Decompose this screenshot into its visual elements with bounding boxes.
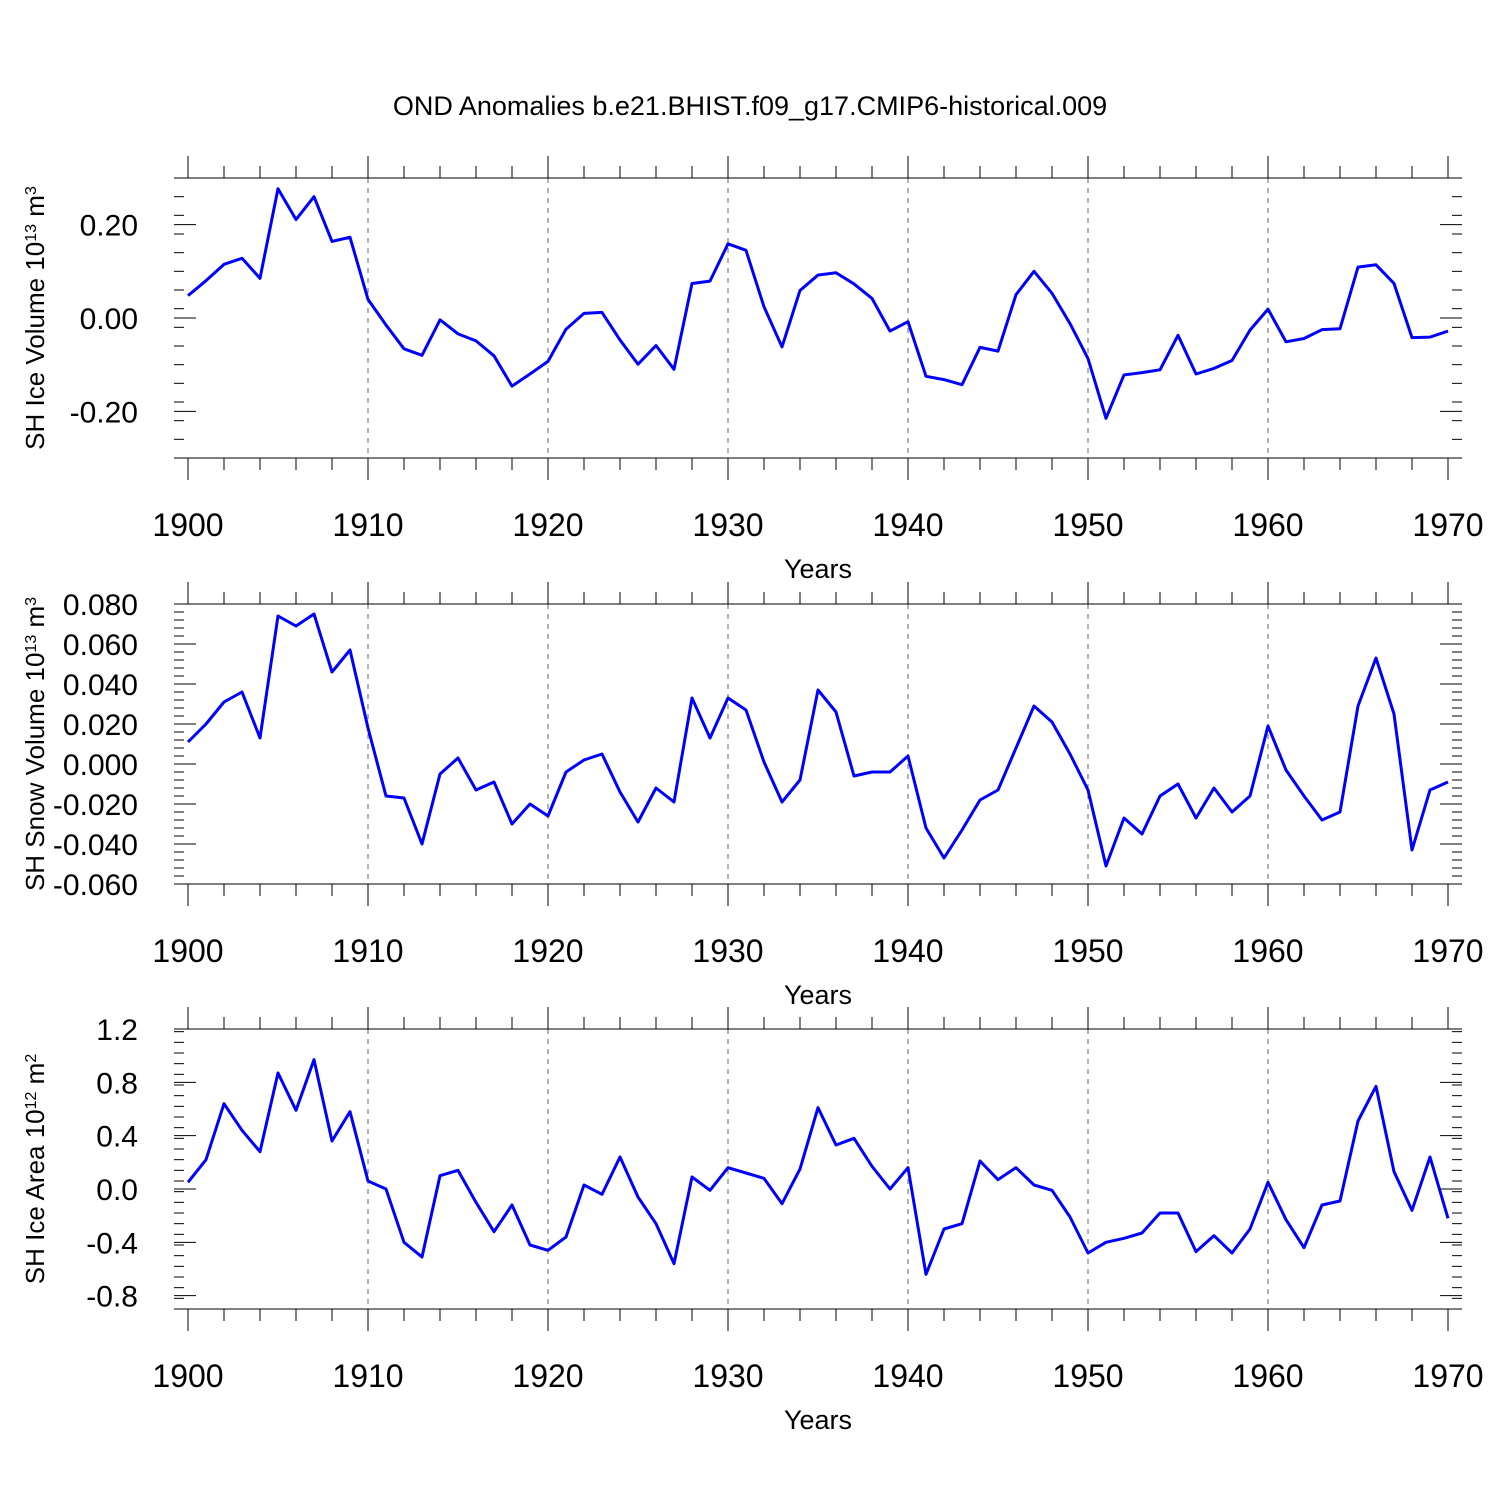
- y-axis-title-exponent: 12: [23, 1091, 40, 1109]
- y-axis-title-unit: m: [20, 606, 50, 635]
- x-tick-label: 1970: [1412, 933, 1483, 969]
- y-tick-label: 0.060: [63, 629, 138, 662]
- y-tick-label: 0.080: [63, 589, 138, 622]
- x-tick-label: 1930: [692, 507, 763, 543]
- x-tick-label: 1900: [152, 933, 223, 969]
- y-tick-label: 0.8: [96, 1067, 138, 1100]
- y-tick-label: 0.020: [63, 709, 138, 742]
- x-tick-label: 1900: [152, 1358, 223, 1394]
- x-tick-label: 1950: [1052, 933, 1123, 969]
- panel-1: 1900 1910 1920 1930 1940 1950 1960 1970 -0.20 0.0…: [20, 156, 1484, 584]
- x-tick-label: 1920: [512, 933, 583, 969]
- x-axis-title: Years: [784, 1405, 852, 1435]
- y-tick-label: -0.8: [86, 1281, 138, 1314]
- y-tick-label: -0.060: [53, 869, 138, 902]
- y-axis-title-unit-exponent: 2: [23, 1054, 40, 1063]
- x-tick-label: 1910: [332, 507, 403, 543]
- x-tick-label: 1970: [1412, 507, 1483, 543]
- y-tick-label: -0.20: [70, 396, 138, 429]
- y-tick-label: -0.020: [53, 789, 138, 822]
- y-tick-label: 0.0: [96, 1174, 138, 1207]
- x-tick-label: 1930: [692, 933, 763, 969]
- x-tick-label: 1910: [332, 933, 403, 969]
- y-tick-label: -0.040: [53, 829, 138, 862]
- y-axis-title-unit-exponent: 3: [23, 597, 40, 606]
- x-tick-label: 1960: [1232, 933, 1303, 969]
- y-axis-title-exponent: 13: [23, 635, 40, 653]
- x-tick-label: 1920: [512, 1358, 583, 1394]
- y-tick-label: 0.4: [96, 1121, 138, 1154]
- x-axis-title: Years: [784, 980, 852, 1010]
- y-axis-title-unit-exponent: 3: [23, 186, 40, 195]
- panel-3: 1900 1910 1920 1930 1940 1950 1960 1970 -0.8 -0.4…: [20, 1007, 1484, 1435]
- panel-2: 1900 1910 1920 1930 1940 1950 1960 1970 -0.060 -0…: [20, 582, 1484, 1010]
- series-line: [186, 1058, 1450, 1276]
- figure-title: OND Anomalies b.e21.BHIST.f09_g17.CMIP6-…: [393, 91, 1107, 121]
- y-axis-title-unit: m: [20, 1063, 50, 1092]
- y-tick-label: -0.4: [86, 1227, 138, 1260]
- x-tick-label: 1900: [152, 507, 223, 543]
- y-axis-title-main: SH Ice Area 10: [20, 1109, 50, 1284]
- x-tick-label: 1910: [332, 1358, 403, 1394]
- series-line: [187, 187, 1449, 420]
- y-axis-title: SH Ice Area 1012 m2: [20, 1054, 50, 1285]
- x-tick-label: 1960: [1232, 1358, 1303, 1394]
- series-line: [186, 612, 1449, 868]
- y-axis-title: SH Ice Volume 1013 m3: [20, 186, 50, 450]
- x-axis-title: Years: [784, 554, 852, 584]
- x-tick-label: 1960: [1232, 507, 1303, 543]
- y-tick-label: 1.2: [96, 1014, 138, 1047]
- y-tick-label: 0.000: [63, 749, 138, 782]
- x-tick-label: 1950: [1052, 507, 1123, 543]
- y-tick-label: 0.040: [63, 669, 138, 702]
- x-tick-label: 1940: [872, 933, 943, 969]
- y-axis-title-unit: m: [20, 195, 50, 224]
- x-tick-label: 1920: [512, 507, 583, 543]
- x-tick-label: 1940: [872, 507, 943, 543]
- panels: 1900 1910 1920 1930 1940 1950 1960 1970 -0.20 0.0…: [20, 156, 1484, 1435]
- x-tick-label: 1950: [1052, 1358, 1123, 1394]
- x-tick-label: 1940: [872, 1358, 943, 1394]
- y-axis-title-main: SH Snow Volume 10: [20, 653, 50, 891]
- x-tick-label: 1970: [1412, 1358, 1483, 1394]
- y-tick-label: 0.00: [80, 303, 138, 336]
- y-tick-label: 0.20: [80, 210, 138, 243]
- y-axis-title: SH Snow Volume 1013 m3: [20, 597, 50, 891]
- x-tick-label: 1930: [692, 1358, 763, 1394]
- y-axis-title-main: SH Ice Volume 10: [20, 242, 50, 450]
- y-axis-title-exponent: 13: [23, 224, 40, 242]
